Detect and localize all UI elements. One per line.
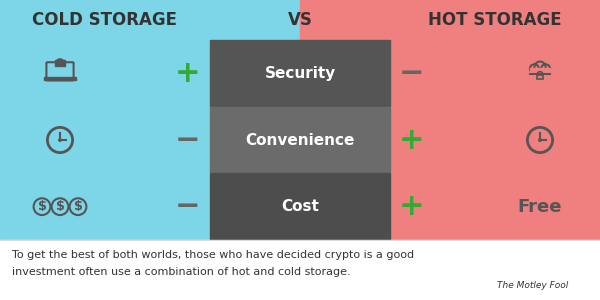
Text: $: $ [38,200,46,213]
Text: VS: VS [287,11,313,29]
Text: HOT STORAGE: HOT STORAGE [428,11,562,29]
Bar [390,107,600,173]
Text: +: + [399,125,425,154]
Circle shape [59,139,61,141]
Text: −: − [175,192,201,221]
Text: +: + [399,192,425,221]
Text: $: $ [74,200,82,213]
Text: Cost: Cost [281,199,319,214]
Bar [536,74,544,79]
Text: The Motley Fool: The Motley Fool [497,281,568,290]
Bar [44,77,76,80]
Bar [0,40,210,107]
Circle shape [539,139,541,141]
Text: +: + [175,59,201,88]
Text: Convenience: Convenience [245,133,355,148]
Text: investment often use a combination of hot and cold storage.: investment often use a combination of ho… [12,267,350,277]
Bar [300,0,600,40]
Bar [390,40,600,107]
Bar [390,173,600,240]
Text: Security: Security [265,66,335,81]
Bar [530,68,550,74]
Bar [0,240,600,300]
Text: −: − [399,59,425,88]
Bar [210,40,390,107]
Bar [55,60,65,66]
Text: To get the best of both worlds, those who have decided crypto is a good: To get the best of both worlds, those wh… [12,250,414,260]
Text: $: $ [56,200,64,213]
Text: −: − [175,125,201,154]
Bar [0,107,210,173]
Bar [210,107,390,173]
Text: Free: Free [518,198,562,216]
Bar [0,173,210,240]
Text: COLD STORAGE: COLD STORAGE [32,11,178,29]
Bar [0,0,300,40]
Bar [210,173,390,240]
